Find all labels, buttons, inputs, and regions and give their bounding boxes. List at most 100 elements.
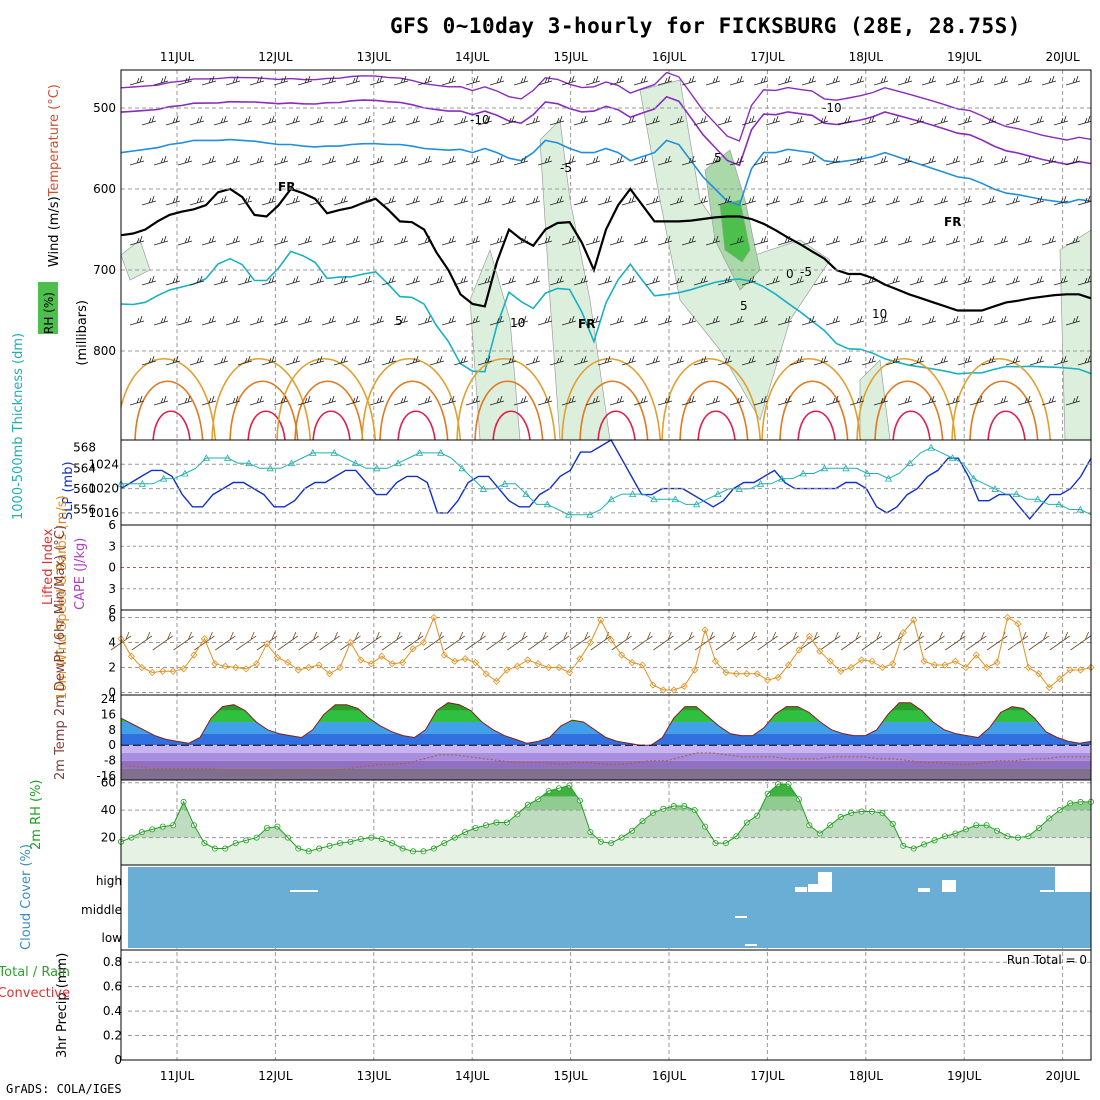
wind-barb — [897, 395, 913, 406]
wind-barb — [453, 115, 469, 126]
wind-barb — [405, 275, 421, 286]
warm-contour — [211, 357, 311, 440]
wind-barb — [549, 115, 565, 126]
wind-barb — [489, 155, 505, 166]
surface-wind-barb — [381, 631, 403, 651]
cloud-tick: middle — [81, 903, 122, 917]
cloud-gap — [808, 884, 820, 892]
surface-wind-barb — [235, 631, 257, 651]
wind-barb — [957, 195, 973, 206]
wind-barb — [273, 155, 289, 166]
wind-barb — [225, 155, 241, 166]
day-label-top: 12JUL — [258, 50, 293, 64]
wind-barb — [345, 315, 361, 326]
day-label-bottom: 13JUL — [357, 1069, 392, 1083]
wind-barb — [537, 395, 553, 406]
wind-barb — [681, 235, 697, 246]
wind-barb — [189, 195, 205, 206]
day-label-bottom: 15JUL — [553, 1069, 588, 1083]
wind-barb — [681, 315, 697, 326]
wind-barb — [513, 395, 529, 406]
surface-wind-barb — [548, 631, 570, 651]
day-label-bottom: 19JUL — [947, 1069, 982, 1083]
surface-wind-barb — [611, 631, 632, 651]
wind-barb — [501, 275, 517, 286]
wind-barb — [717, 115, 733, 126]
wind-barb — [213, 115, 229, 126]
wind-barb — [549, 275, 565, 286]
wind-barb — [285, 115, 301, 126]
wind-barb — [1041, 315, 1057, 326]
wind-barb — [561, 395, 577, 406]
wind-barb — [933, 115, 949, 126]
warm-contour — [247, 410, 286, 440]
wind-barb — [909, 195, 925, 206]
wind-barb — [1029, 275, 1045, 286]
wind-barb — [837, 195, 853, 206]
wind-barb — [225, 235, 241, 246]
wind-barb — [1017, 75, 1033, 86]
wind-barb — [969, 155, 985, 166]
wind-barb — [297, 75, 313, 86]
wind-barb — [957, 115, 973, 126]
wind-barb — [1053, 355, 1069, 366]
warm-contour — [661, 357, 761, 440]
wind-barb — [453, 275, 469, 286]
warm-contour — [892, 410, 931, 440]
wind-barb — [957, 355, 973, 366]
wind-barb — [177, 315, 193, 326]
surface-wind-barb — [840, 631, 862, 651]
wind-barb — [969, 75, 985, 86]
wind-barb — [129, 75, 145, 86]
rh-line — [120, 783, 1091, 852]
wind-barb — [285, 275, 301, 286]
wind-barb — [237, 275, 253, 286]
surface-wind-barb — [444, 631, 465, 651]
panel-frame — [120, 949, 1092, 1061]
wind-barb — [261, 195, 277, 206]
freezing-level — [121, 187, 1091, 312]
wind-tick: 0 — [108, 686, 116, 700]
wind-barb — [837, 275, 853, 286]
wind-barb — [693, 355, 709, 366]
wind-barb — [609, 155, 625, 166]
wind-barb — [573, 195, 589, 206]
wind-barb — [861, 115, 877, 126]
wind-barb — [693, 115, 709, 126]
rh-region — [859, 359, 891, 440]
surface-wind-barb — [507, 631, 528, 651]
temp-tick-top: 24 — [101, 692, 116, 706]
wind-barb — [129, 155, 145, 166]
wind-barb — [441, 155, 457, 166]
wind-barb — [897, 155, 913, 166]
wind-barb — [321, 75, 337, 86]
cold-band — [121, 752, 1091, 761]
thickness-tick: 556 — [73, 503, 96, 517]
surface-wind-barb — [632, 631, 653, 651]
wind-barb — [153, 75, 169, 86]
wind-tick: 6 — [108, 611, 116, 625]
precip-conv-label: Convective — [0, 986, 70, 1001]
wind-barb — [705, 75, 721, 86]
surface-wind-barb — [736, 631, 758, 651]
rh-tick: 40 — [101, 803, 116, 817]
wind-barb — [165, 195, 181, 206]
warm-contour — [797, 410, 836, 440]
wind-barb — [273, 315, 289, 326]
wind-barb — [861, 195, 877, 206]
wind-barb — [465, 75, 481, 86]
rh-region — [539, 119, 611, 440]
wind-barb — [753, 75, 769, 86]
wind-barb — [225, 315, 241, 326]
wind-barb — [777, 315, 793, 326]
temp-tick: 16 — [101, 707, 116, 721]
wind-barb — [549, 355, 565, 366]
sounding-ylabel: Wind (m/s)Temperature (°C) (millibars) — [47, 80, 90, 366]
run-total-label: Run Total = 0 — [1007, 953, 1087, 967]
wind-barb — [369, 155, 385, 166]
pressure-tick: 500 — [93, 101, 116, 115]
wind-barb — [705, 155, 721, 166]
wind-barb — [861, 355, 877, 366]
wind-barb — [813, 355, 829, 366]
wind-barb — [621, 115, 637, 126]
